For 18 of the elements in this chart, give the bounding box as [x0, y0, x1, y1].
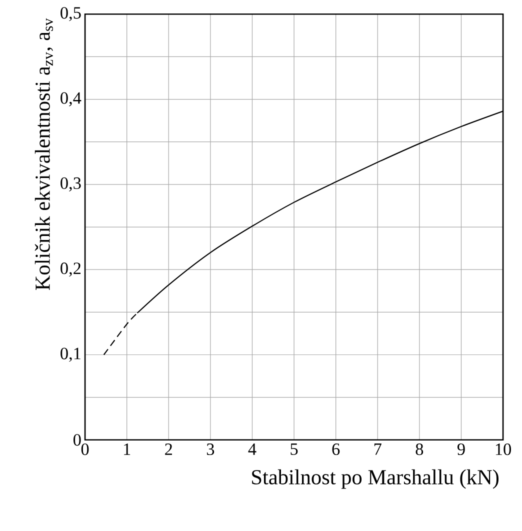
y-tick-label: 0	[74, 434, 81, 446]
y-tick-label: 0,3	[60, 177, 81, 192]
x-tick-label: 8	[416, 443, 424, 456]
x-tick-label: 9	[458, 443, 465, 456]
x-tick-label: 3	[207, 443, 214, 456]
x-tick-label: 2	[165, 443, 172, 455]
x-tick-label: 6	[332, 443, 340, 456]
y-tick-label: 0,4	[60, 92, 82, 106]
x-tick-label: 10	[496, 443, 512, 456]
y-tick-label: 0,2	[60, 262, 81, 277]
y-tick-label: 0,1	[60, 348, 81, 362]
x-axis-title: Stabilnost po Marshallu (kN)	[252, 469, 499, 489]
y-axis-title: Količnik ekvivalentnosti a$_{zv}$, a$_{sv}$	[34, 18, 54, 290]
y-tick-label: 0,5	[60, 7, 81, 22]
x-tick-label: 4	[248, 443, 256, 455]
x-tick-label: 5	[290, 443, 298, 455]
x-tick-label: 1	[124, 443, 130, 455]
x-tick-label: 7	[374, 443, 382, 455]
